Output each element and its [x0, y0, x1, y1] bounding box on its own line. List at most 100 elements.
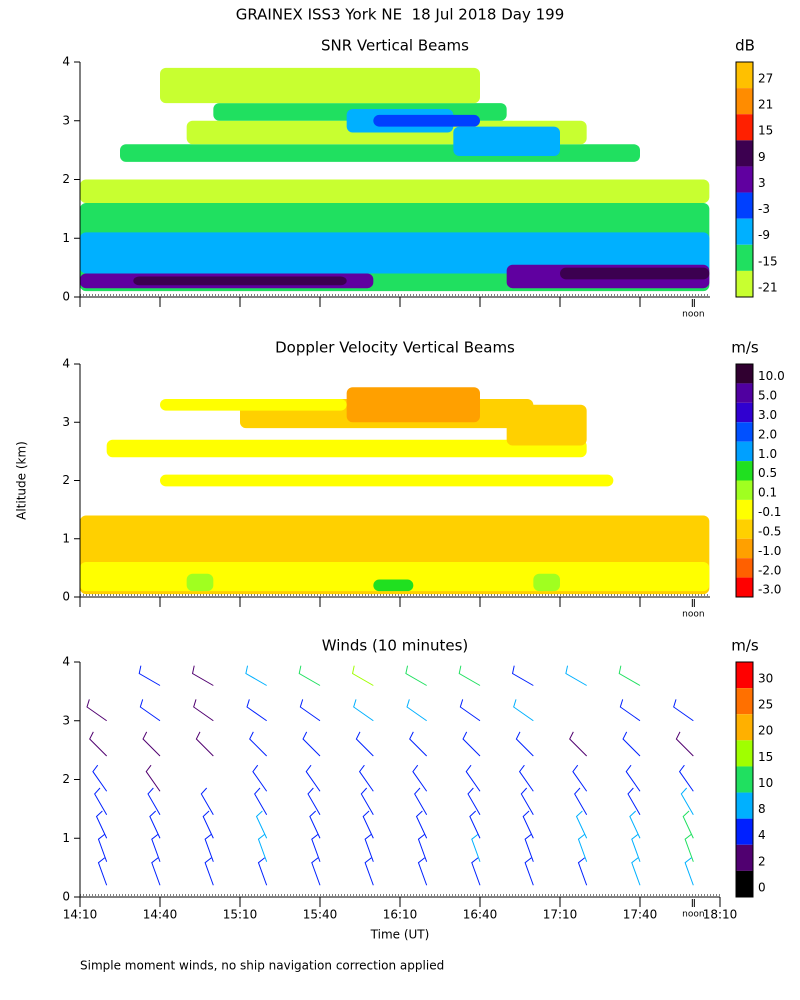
wind-barb — [142, 731, 161, 757]
colorbar-segment — [736, 792, 753, 819]
colorbar-label: -0.5 — [758, 524, 781, 538]
field-region — [160, 398, 347, 411]
colorbar-label: 30 — [758, 671, 773, 685]
wind-barb — [353, 699, 374, 722]
colorbar-frame — [735, 61, 754, 298]
colorbar-label: 2.0 — [758, 427, 777, 441]
wind-barb — [522, 810, 534, 839]
colorbar-segment — [736, 499, 753, 520]
wind-barb — [625, 764, 641, 792]
wind-barb — [191, 665, 214, 686]
wind-barb — [257, 857, 268, 886]
colorbar-frame — [735, 363, 754, 598]
wind-barb — [311, 833, 321, 862]
wind-barb — [673, 699, 694, 722]
colorbar-segment — [736, 870, 753, 897]
wind-barb — [471, 857, 481, 886]
colorbar-segment — [736, 818, 753, 845]
colorbar-segment — [736, 538, 753, 559]
wind-barb — [364, 857, 374, 886]
wind-barb — [458, 665, 481, 686]
wind-barb — [459, 699, 481, 722]
wind-barb — [513, 699, 534, 722]
annotation: noon — [682, 610, 704, 620]
wind-barb — [92, 764, 108, 792]
x-tick-label: 16:10 — [383, 908, 418, 922]
colorbar-segment — [736, 461, 753, 481]
colorbar-label: -1.0 — [758, 544, 781, 558]
wind-barb — [252, 764, 268, 792]
wind-barb — [195, 731, 214, 757]
colorbar-segment — [736, 577, 753, 597]
wind-barb — [569, 731, 588, 757]
colorbar-segment — [736, 114, 753, 141]
y-tick-label: 2 — [62, 772, 70, 786]
plot-area — [86, 665, 694, 886]
field-region — [106, 439, 587, 458]
x-tick-label: 18:10 — [703, 908, 738, 922]
wind-barb — [145, 764, 161, 792]
wind-barb — [305, 764, 321, 792]
colorbar-label: -3.0 — [758, 583, 781, 597]
field-region — [133, 276, 347, 286]
field-region — [160, 474, 614, 487]
panel-title: SNR Vertical Beams — [321, 37, 469, 55]
colorbar-label: -0.1 — [758, 505, 781, 519]
wind-barb — [204, 857, 214, 886]
wind-barb — [298, 665, 321, 686]
colorbar-label: 10 — [758, 776, 773, 790]
colorbar-segment — [736, 140, 753, 167]
wind-barb — [618, 665, 641, 686]
field-region — [453, 126, 560, 156]
wind-barb — [204, 833, 214, 862]
colorbar-segment — [736, 740, 753, 767]
wind-barb — [684, 833, 694, 862]
wind-barb — [94, 787, 108, 816]
colorbar-label: -2.0 — [758, 563, 781, 577]
wind-barb — [682, 810, 694, 839]
field-region — [80, 232, 710, 274]
colorbar-segment — [736, 166, 753, 193]
annotation: noon — [682, 910, 704, 920]
wind-barb — [471, 833, 481, 862]
x-tick-label: 15:40 — [303, 908, 338, 922]
wind-barb — [311, 857, 321, 886]
wind-barb — [627, 787, 641, 815]
wind-barb — [417, 857, 428, 886]
colorbar-label: 27 — [758, 71, 773, 85]
panel-title: Winds (10 minutes) — [322, 637, 469, 655]
colorbar-label: 8 — [758, 802, 766, 816]
wind-barb — [200, 787, 214, 815]
colorbar-segment — [736, 441, 753, 462]
y-tick-label: 1 — [62, 231, 70, 245]
wind-barb — [147, 787, 161, 815]
wind-barb — [95, 810, 108, 839]
wind-barb — [575, 810, 588, 839]
figure-title: GRAINEX ISS3 York NE 18 Jul 2018 Day 199 — [236, 6, 565, 24]
colorbar-label: 15 — [758, 750, 773, 764]
colorbar-segment — [736, 422, 753, 442]
wind-barb — [151, 857, 161, 886]
wind-barb — [574, 787, 588, 815]
field-region — [186, 573, 214, 592]
wind-barb — [520, 787, 534, 815]
wind-barb — [629, 810, 641, 839]
wind-barb — [307, 787, 321, 815]
wind-barb — [254, 787, 268, 815]
colorbar-segment — [736, 480, 753, 500]
y-tick-label: 0 — [62, 590, 70, 604]
wind-barb — [565, 665, 587, 686]
colorbar-segment — [736, 766, 753, 793]
wind-barb — [518, 764, 534, 792]
wind-barb — [151, 833, 161, 862]
wind-barb — [515, 731, 534, 757]
wind-barb — [467, 787, 481, 815]
colorbar-label: -3 — [758, 202, 770, 216]
colorbar-label: 1.0 — [758, 447, 777, 461]
wind-barb — [577, 857, 588, 886]
wind-barb — [511, 665, 534, 686]
colorbar-segment — [736, 558, 753, 578]
colorbar-label: 15 — [758, 124, 773, 138]
wind-barb — [299, 699, 321, 722]
wind-barb — [524, 857, 534, 886]
